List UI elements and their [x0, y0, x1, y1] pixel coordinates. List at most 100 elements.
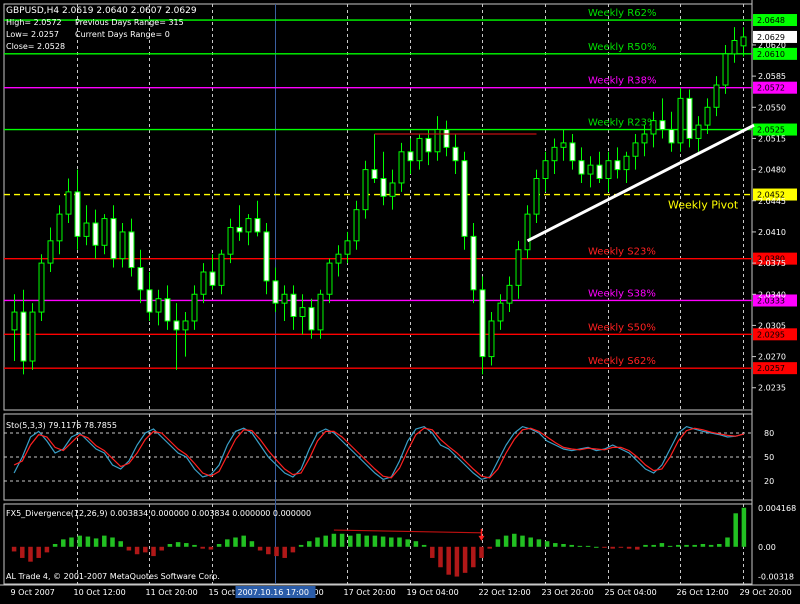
candle-body: [614, 160, 621, 171]
x-tick-label: 26 Oct 12:00: [677, 588, 729, 597]
divergence-segment: [333, 529, 482, 534]
candle-body: [605, 160, 612, 180]
candle-body: [470, 235, 477, 291]
candle-body: [362, 169, 369, 211]
level-price-text: 2.0572: [757, 84, 785, 93]
level-label: Weekly R38%: [588, 76, 656, 87]
x-tick-label: 29 Oct 20:00: [740, 588, 792, 597]
divergence-bar: [348, 535, 353, 547]
divergence-bar: [512, 533, 517, 547]
candle-body: [164, 298, 171, 322]
divergence-bar: [282, 546, 287, 558]
sto-y-tick-label: 50: [764, 453, 774, 462]
level-label: Weekly R23%: [588, 118, 656, 129]
candle-body: [272, 280, 279, 304]
info-curr-range: Current Days Range= 0: [75, 30, 170, 39]
divergence-bar: [602, 546, 607, 548]
y-tick-label: 2.0305: [758, 321, 786, 330]
y-tick-label: 2.0445: [758, 197, 786, 206]
candle-body: [182, 320, 189, 331]
candle-body: [506, 284, 513, 304]
level-price-text: 2.0380: [757, 255, 785, 264]
candle-body: [695, 124, 702, 139]
sto-series-line: [13, 425, 745, 481]
y-tick-label: 2.0235: [758, 384, 786, 393]
divergence-bar: [216, 544, 222, 547]
candle-body: [407, 151, 414, 162]
divergence-bar: [487, 546, 492, 549]
divergence-bar: [102, 535, 107, 547]
divergence-bar: [676, 544, 681, 547]
pivot-levels: Weekly R62% 2.0648 Weekly R50% 2.0610 Weekly…: [4, 8, 797, 375]
divergence-bar: [471, 546, 476, 568]
candle-body: [623, 155, 630, 171]
divergence-bar: [725, 537, 730, 547]
y-tick-label: 2.0585: [758, 72, 786, 81]
candle-body: [596, 164, 603, 180]
y-tick-label: 2.0270: [758, 353, 786, 362]
divergence-bar: [733, 513, 738, 547]
divergence-bar: [495, 539, 501, 547]
x-tick-label: 11 Oct 20:00: [146, 588, 198, 597]
candle-body: [533, 178, 540, 215]
level-label: Weekly S38%: [588, 288, 656, 299]
divergence-bar: [708, 544, 714, 547]
level-price-text: 2.0648: [757, 16, 785, 25]
candle-body: [110, 218, 117, 260]
y-tick-label: 2.0620: [758, 41, 786, 50]
x-tick-label: 17 Oct 20:00: [344, 588, 396, 597]
divergence-bar: [28, 546, 33, 562]
divergence-bar: [175, 542, 181, 547]
x-tick-label: 9 Oct 2007: [11, 588, 55, 597]
candle-body: [380, 178, 387, 197]
divergence-bar: [479, 546, 484, 558]
candle-body: [704, 106, 711, 126]
divergence-bar: [536, 539, 542, 547]
divergence-bar: [356, 533, 361, 547]
divergence-bar: [339, 533, 345, 547]
candle-body: [452, 146, 459, 162]
y-tick-label: 2.0515: [758, 134, 786, 143]
sto-y-tick-label: 80: [764, 429, 774, 438]
divergence-bar: [438, 546, 443, 568]
x-tick-label: 19 Oct 04:00: [407, 588, 459, 597]
divergence-bar: [585, 545, 591, 547]
divergence-bar: [290, 546, 296, 553]
divergence-bar: [323, 535, 328, 547]
candle-body: [146, 289, 153, 313]
divergence-bar: [454, 546, 460, 577]
divergence-bar: [594, 546, 599, 548]
level-price-tag: [753, 328, 797, 341]
sto-series-line: [13, 427, 745, 479]
divergence-bar: [397, 537, 402, 547]
candle-body: [65, 191, 72, 215]
info-close: Close= 2.0528: [6, 42, 65, 51]
candle-body: [488, 320, 495, 358]
chart-symbol-header: GBPUSD,H4 2.0619 2.0640 2.0607 2.0629: [6, 6, 197, 16]
divergence-bar: [667, 545, 673, 547]
candle-body: [677, 97, 684, 144]
divergence-bar: [553, 543, 558, 547]
divergence-bar: [635, 546, 640, 550]
level-label: Weekly Pivot: [668, 199, 739, 212]
candle-body: [335, 253, 342, 264]
candle-body: [326, 262, 333, 295]
info-high: High= 2.0572: [6, 18, 62, 27]
divergence-bar: [421, 544, 427, 547]
trend-line: [526, 123, 755, 243]
level-price-tag: [753, 252, 797, 265]
divergence-bar: [208, 546, 214, 550]
x-tick-label: 22 Oct 12:00: [479, 588, 531, 597]
level-price-tag: [753, 14, 797, 27]
candle-body: [56, 213, 63, 242]
divergence-bar: [241, 535, 246, 547]
divergence-title: FX5_Divergence(12,26,9) 0.003834 0.00000…: [6, 509, 311, 518]
divergence-bar: [167, 544, 173, 547]
x-tick-label: 23 Oct 20:00: [542, 588, 594, 597]
candle-body: [101, 218, 108, 246]
level-price-text: 2.0610: [757, 50, 785, 59]
divergence-bar: [561, 544, 566, 547]
divergence-bar: [544, 541, 550, 547]
